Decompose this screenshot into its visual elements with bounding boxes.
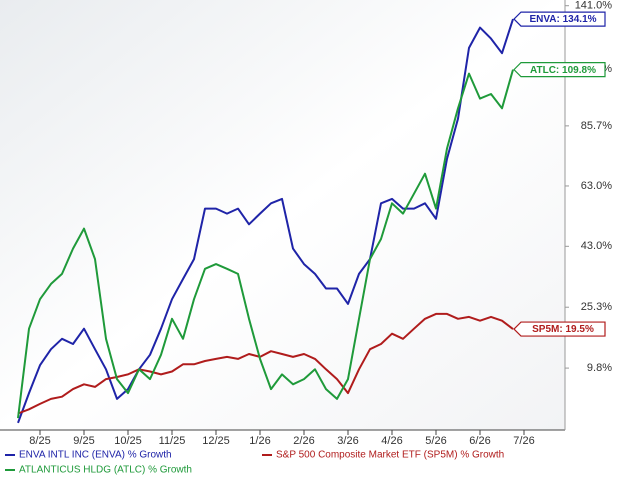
end-label-text: ATLC: 109.8% — [530, 65, 596, 76]
series-line — [17, 312, 514, 415]
legend-label: ENVA INTL INC (ENVA) % Growth — [19, 450, 172, 461]
x-tick-label: 11/25 — [159, 435, 186, 447]
x-tick-label: 2/26 — [293, 435, 314, 447]
end-label: SP5M: 19.5% — [513, 321, 606, 337]
end-label: ENVA: 134.1% — [513, 11, 606, 27]
y-tick-label: 43.0% — [581, 240, 612, 252]
y-tick-label: 85.7% — [581, 120, 612, 132]
x-tick-label: 4/26 — [381, 435, 402, 447]
end-label: ATLC: 109.8% — [513, 62, 606, 78]
x-tick-label: 6/26 — [469, 435, 490, 447]
end-label-text: ENVA: 134.1% — [529, 14, 596, 25]
x-tick-label: 12/25 — [202, 435, 230, 447]
legend-label: ATLANTICUS HLDG (ATLC) % Growth — [19, 465, 192, 476]
plot-background — [0, 0, 565, 430]
x-tick-label: 10/25 — [114, 435, 142, 447]
series-line — [17, 18, 514, 424]
x-tick-label: 1/26 — [249, 435, 270, 447]
y-tick-label: 25.3% — [581, 301, 612, 313]
series-line — [17, 69, 514, 419]
end-label-box — [513, 321, 606, 337]
y-tick-label: 63.0% — [581, 180, 612, 192]
legend-label: S&P 500 Composite Market ETF (SP5M) % Gr… — [276, 450, 504, 461]
x-tick-label: 9/25 — [73, 435, 94, 447]
end-label-box — [513, 62, 606, 78]
x-tick-label: 8/25 — [29, 435, 50, 447]
x-tick-label: 5/26 — [425, 435, 446, 447]
x-tick-label: 7/26 — [513, 435, 534, 447]
end-label-box — [513, 11, 606, 27]
x-tick-label: 3/26 — [337, 435, 358, 447]
end-label-text: SP5M: 19.5% — [532, 324, 594, 335]
y-tick-label: 141.0% — [575, 0, 613, 12]
y-tick-label: 9.8% — [587, 362, 612, 374]
